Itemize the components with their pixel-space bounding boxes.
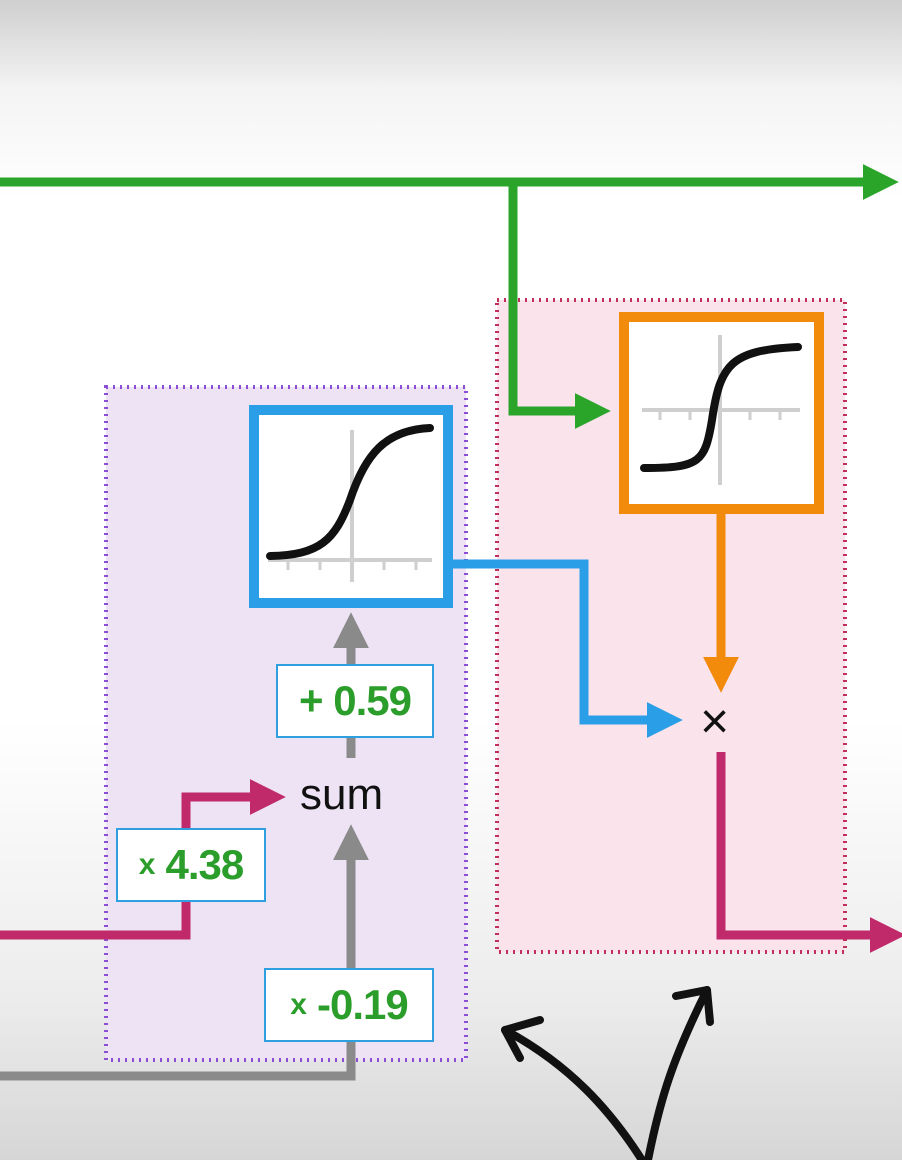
magenta-output-line: [716, 752, 902, 953]
multiply-symbol: ×: [700, 693, 730, 749]
sigmoid-curve-icon: [266, 424, 434, 582]
tanh-curve-icon: [640, 335, 802, 485]
orange-activation-box: [619, 312, 824, 514]
weight-label-top: x 4.38: [116, 828, 266, 902]
weight-label-bottom: x -0.19: [264, 968, 434, 1042]
curved-pointer-arrows: [501, 986, 714, 1160]
blue-activation-box: [249, 405, 453, 608]
bias-label: + 0.59: [276, 664, 434, 738]
blue-output-line: [452, 559, 683, 738]
gray-input-line: [0, 824, 369, 1081]
sum-label: sum: [300, 770, 384, 819]
green-branch-line: [508, 182, 611, 429]
